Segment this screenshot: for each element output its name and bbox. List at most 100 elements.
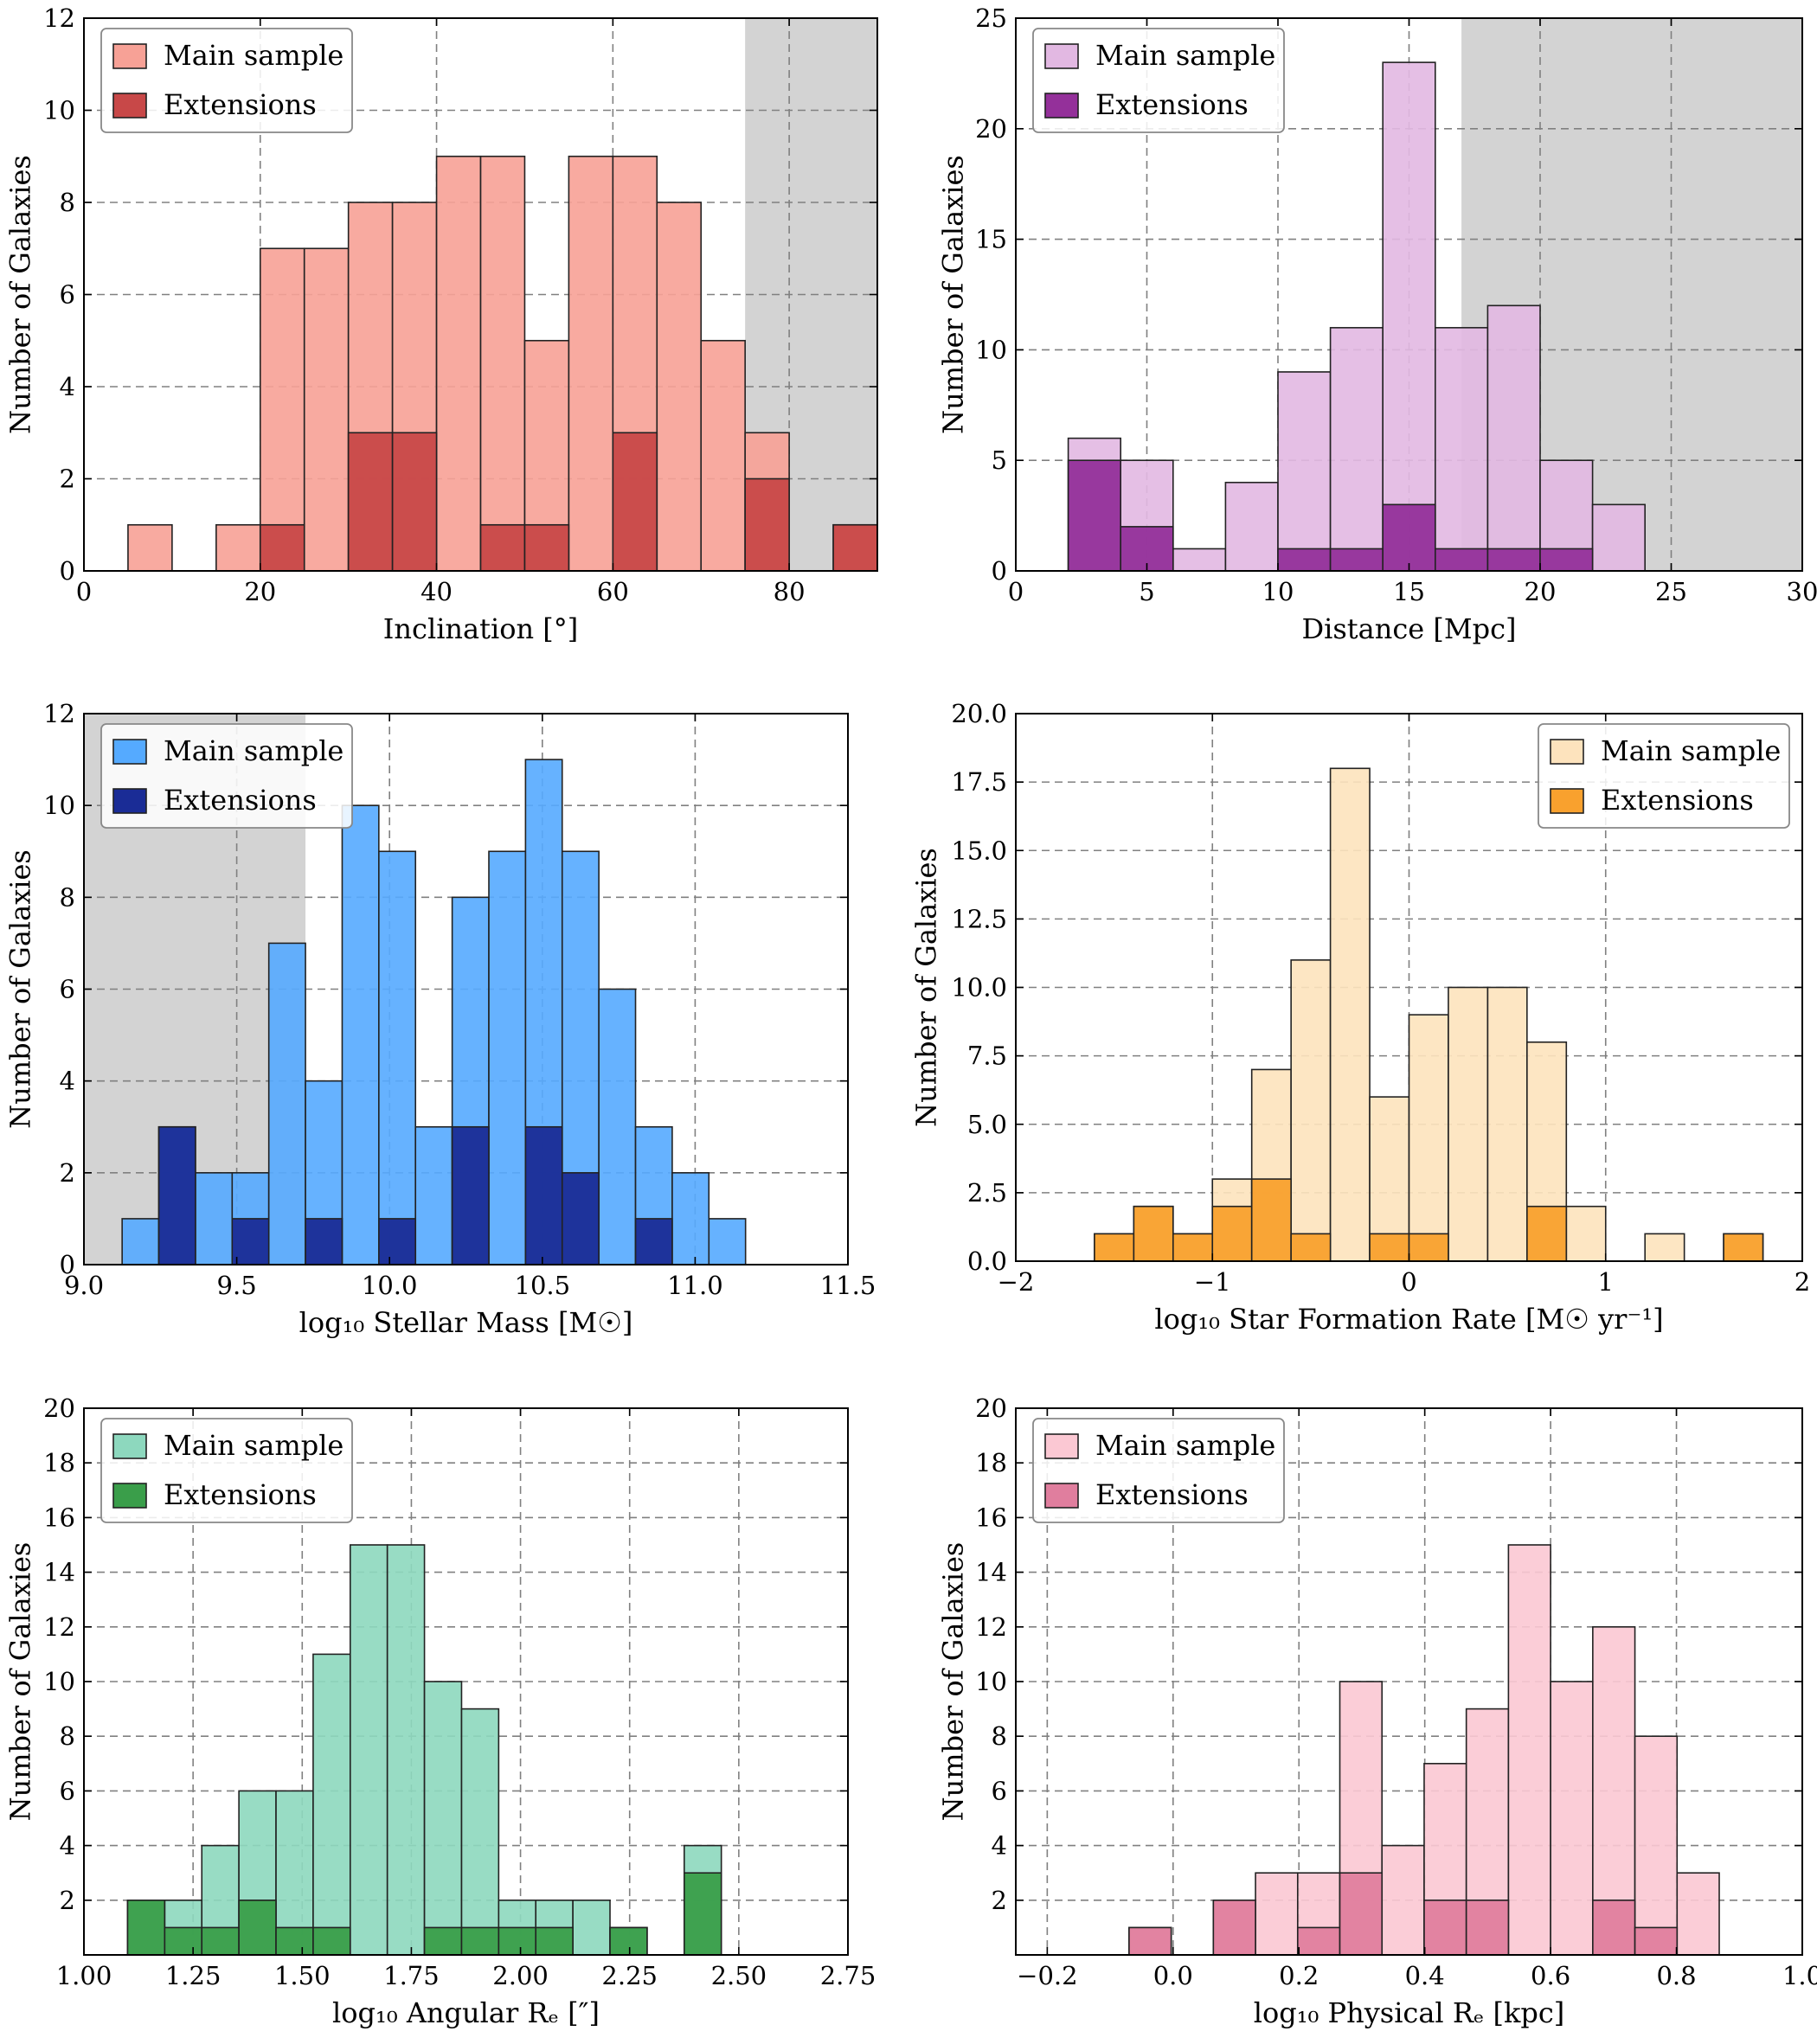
- histogram-bar: [1212, 1900, 1256, 1956]
- y-tick-label: 20: [43, 1394, 75, 1423]
- histogram-bar: [524, 1125, 563, 1265]
- legend-frame: [1032, 1418, 1285, 1523]
- histogram-bar: [267, 942, 306, 1265]
- histogram-bar: [744, 477, 790, 572]
- legend: Main sample Extensions: [100, 28, 353, 133]
- histogram-bar: [303, 247, 350, 572]
- histogram-bar: [1329, 767, 1371, 1262]
- y-tick-label: 2: [60, 465, 75, 494]
- legend: Main sample Extensions: [100, 723, 353, 829]
- legend-label: Main sample: [164, 734, 343, 767]
- histogram-bar: [460, 1708, 500, 1956]
- subplot-6: −0.2 0.0 0.2 0.4 0.6 0.8 1.0 2 4 6 8 10 12 14 16 18 20 lo…: [937, 1394, 1817, 2029]
- x-axis-label: Inclination [°]: [383, 612, 578, 645]
- y-tick-label: 15: [975, 225, 1007, 254]
- histogram-bar: [1591, 503, 1646, 572]
- x-tick-label: 0.4: [1405, 1961, 1445, 1990]
- histogram-bar: [1592, 1900, 1636, 1956]
- x-tick-label: 30: [1787, 577, 1817, 606]
- series-extensions: [157, 1125, 673, 1265]
- histogram-bar: [164, 1926, 203, 1956]
- legend-label: Extensions: [164, 784, 317, 817]
- histogram-bar: [498, 1926, 537, 1956]
- subplot-4: −2 −1 0 1 20.02.55.07.510.012.515.017.520.0l…: [910, 699, 1811, 1336]
- series-extensions: [259, 432, 878, 572]
- subplot-1: 0 20 40 60 80 0 2 4 6 8 10 12 Inclination [°] Number …: [4, 3, 878, 645]
- y-tick-label: 8: [60, 1721, 75, 1751]
- histogram-bar: [1526, 1205, 1568, 1262]
- histogram-bar: [121, 1218, 160, 1265]
- histogram-bar: [1486, 304, 1541, 572]
- histogram-bar: [700, 339, 746, 572]
- legend-label: Main sample: [1095, 39, 1275, 72]
- histogram-bar: [1539, 548, 1594, 572]
- x-tick-label: 2: [1795, 1267, 1810, 1297]
- histogram-bar: [1296, 1926, 1341, 1956]
- y-tick-label: 12: [43, 699, 75, 728]
- legend-label: Extensions: [1095, 1478, 1249, 1511]
- y-tick-label: 10: [43, 791, 75, 820]
- histogram-bar: [347, 432, 394, 572]
- y-tick-label: 18: [43, 1448, 75, 1477]
- histogram-bar: [479, 523, 526, 572]
- series-extensions: [1067, 459, 1594, 572]
- y-tick-label: 18: [975, 1448, 1007, 1477]
- y-tick-label: 12.5: [951, 904, 1007, 933]
- histogram-bar: [1128, 1926, 1172, 1956]
- y-tick-label: 4: [60, 372, 75, 401]
- legend-label: Main sample: [1095, 1429, 1275, 1462]
- legend-frame: [100, 723, 353, 829]
- histogram-bar: [312, 1926, 351, 1956]
- x-tick-label: 0: [76, 577, 92, 606]
- y-tick-label: 10: [975, 1667, 1007, 1696]
- series-extensions: [1128, 1872, 1679, 1956]
- legend-frame: [100, 28, 353, 133]
- x-tick-label: 0.6: [1531, 1961, 1570, 1990]
- y-tick-label: 4: [992, 1831, 1007, 1861]
- series-main-sample: [126, 1544, 722, 1956]
- y-tick-label: 2.5: [967, 1178, 1007, 1208]
- histogram-bar: [612, 432, 658, 572]
- y-tick-label: 16: [43, 1503, 75, 1532]
- y-tick-label: 14: [975, 1558, 1007, 1587]
- histogram-bar: [195, 1172, 234, 1265]
- histogram-bar: [215, 523, 261, 572]
- y-tick-label: 15.0: [951, 836, 1007, 865]
- legend-frame: [1032, 28, 1285, 133]
- series-extensions: [126, 1872, 722, 1956]
- series-main-sample: [1094, 767, 1764, 1262]
- histogram-bar: [1486, 548, 1541, 572]
- y-tick-label: 20: [975, 1394, 1007, 1423]
- histogram-bar: [479, 155, 526, 572]
- x-tick-label: 2.00: [492, 1961, 549, 1990]
- x-tick-label: −2: [998, 1267, 1035, 1297]
- histogram-bar: [1255, 1872, 1299, 1956]
- histogram-bar: [1382, 61, 1436, 572]
- x-axis-label: log₁₀ Stellar Mass [M☉]: [299, 1306, 633, 1339]
- y-tick-label: 0.0: [967, 1246, 1007, 1276]
- histogram-bar: [341, 804, 380, 1265]
- histogram-bar: [1290, 959, 1332, 1262]
- histogram-bar: [1067, 459, 1121, 572]
- histogram-bar: [1676, 1872, 1720, 1956]
- histogram-bar: [1329, 327, 1384, 572]
- y-tick-label: 0: [992, 556, 1007, 586]
- histogram-bar: [634, 1218, 673, 1265]
- legend-swatch: [1044, 1433, 1079, 1459]
- x-tick-label: 20: [1525, 577, 1557, 606]
- legend-swatch: [112, 1483, 147, 1509]
- y-axis-label: Number of Galaxies: [937, 1542, 970, 1822]
- x-tick-label: 15: [1393, 577, 1425, 606]
- legend-swatch: [112, 1433, 147, 1459]
- histogram-bar: [1435, 327, 1489, 572]
- x-axis-label: log₁₀ Star Formation Rate [M☉ yr⁻¹]: [1154, 1303, 1663, 1336]
- x-tick-label: 11.0: [667, 1271, 723, 1300]
- y-axis-label: Number of Galaxies: [4, 849, 37, 1129]
- y-tick-label: 10: [43, 1667, 75, 1696]
- x-axis-label: log₁₀ Physical Rₑ [kpc]: [1254, 1996, 1565, 2029]
- legend: Main sample Extensions: [1032, 1418, 1285, 1523]
- legend-frame: [100, 1418, 353, 1523]
- legend-label: Extensions: [1601, 784, 1754, 817]
- histogram-bar: [1465, 1900, 1510, 1956]
